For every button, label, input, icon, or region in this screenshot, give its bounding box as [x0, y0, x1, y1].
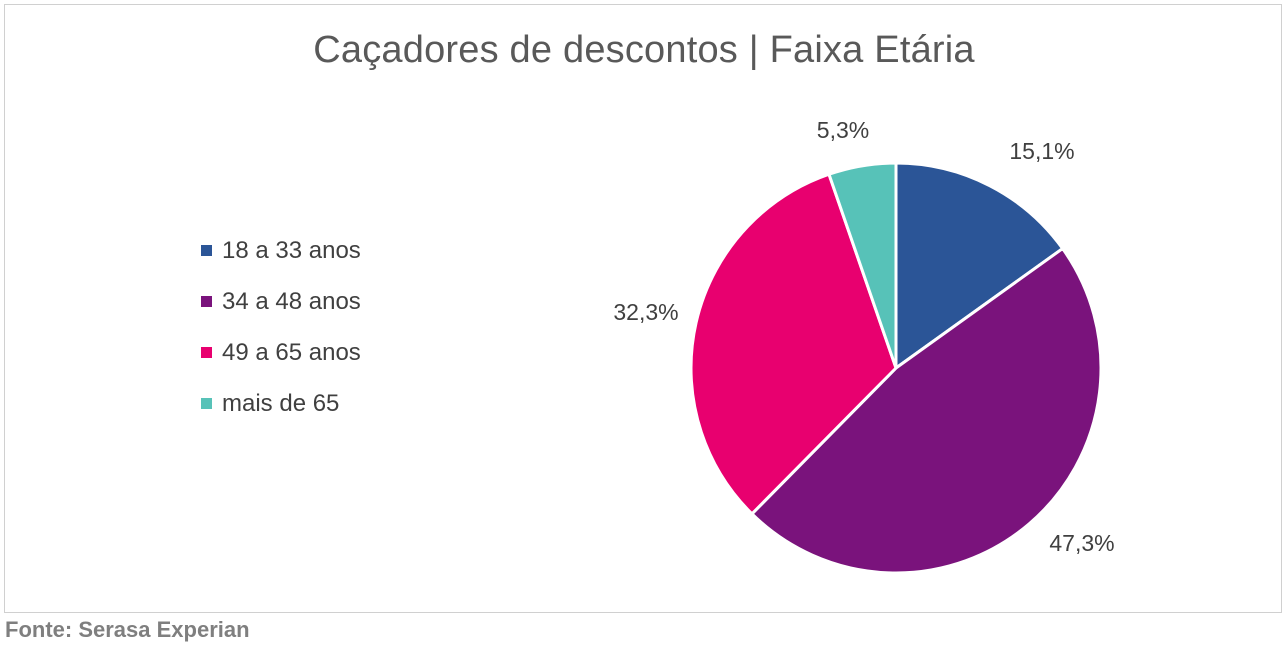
- legend-label: 49 a 65 anos: [222, 338, 361, 366]
- pie-slice-4: [827, 161, 898, 369]
- slice-value-label-1: 15,1%: [1009, 138, 1074, 164]
- slice-value-label-2: 47,3%: [1049, 530, 1114, 556]
- slice-value-label-4: 5,3%: [817, 117, 869, 143]
- chart-frame: Caçadores de descontos | Faixa Etária 18…: [4, 4, 1282, 613]
- pie-slice-2: [749, 246, 1103, 575]
- legend-item-mais-65: mais de 65: [201, 378, 361, 429]
- legend-item-18-33: 18 a 33 anos: [201, 225, 361, 276]
- pie-chart: 15,1% 47,3% 32,3% 5,3%: [613, 117, 1115, 575]
- legend: 18 a 33 anos 34 a 48 anos 49 a 65 anos m…: [201, 225, 361, 429]
- legend-label: mais de 65: [222, 389, 340, 417]
- slice-value-label-3: 32,3%: [613, 299, 678, 325]
- source-note: Fonte: Serasa Experian: [5, 617, 250, 642]
- legend-label: 34 a 48 anos: [222, 287, 361, 315]
- legend-item-34-48: 34 a 48 anos: [201, 276, 361, 327]
- legend-swatch: [201, 398, 212, 409]
- legend-item-49-65: 49 a 65 anos: [201, 327, 361, 378]
- pie-slice-3: [689, 172, 898, 516]
- chart-title: Caçadores de descontos | Faixa Etária: [313, 29, 975, 71]
- legend-swatch: [201, 245, 212, 256]
- legend-label: 18 a 33 anos: [222, 236, 361, 264]
- legend-swatch: [201, 347, 212, 358]
- pie-slice-1: [894, 161, 1065, 371]
- legend-swatch: [201, 296, 212, 307]
